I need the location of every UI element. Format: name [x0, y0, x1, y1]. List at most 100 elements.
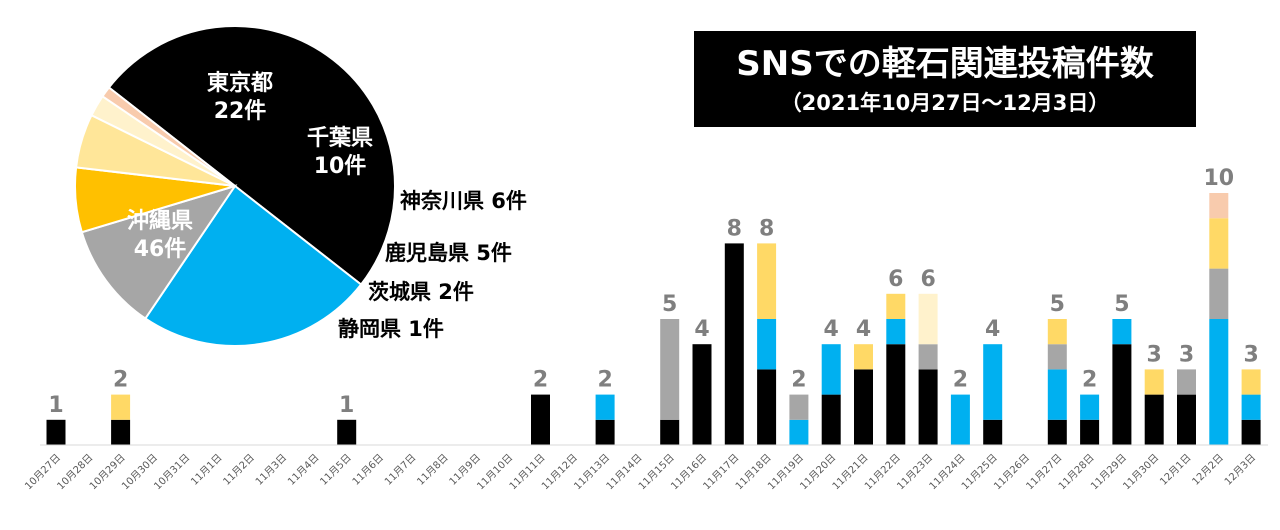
bar-segment	[854, 369, 873, 445]
bar-segment	[692, 344, 712, 445]
bar-segment	[854, 344, 873, 370]
bar-segment	[724, 243, 744, 445]
bar-segment	[1144, 394, 1164, 445]
bar-segment	[1080, 394, 1100, 420]
bar-segment	[886, 319, 906, 345]
pie-label: 鹿児島県 5件	[385, 241, 512, 265]
bar-segment	[886, 293, 906, 319]
stacked-bar-chart	[46, 193, 1261, 445]
bar-total-label: 8	[727, 216, 742, 241]
bar-segment	[1047, 369, 1067, 420]
bar-segment	[821, 394, 841, 445]
bar-segment	[1144, 369, 1164, 395]
bar-segment	[111, 419, 131, 445]
pie-label-name: 東京都	[207, 70, 273, 96]
bar-total-label: 2	[1082, 368, 1097, 393]
bar-segment	[918, 344, 938, 370]
bar-segment	[1209, 319, 1229, 445]
bar-segment	[918, 369, 938, 445]
bar-total-label: 3	[1179, 342, 1194, 367]
pie-slice-7	[101, 86, 236, 187]
chart-subtitle: （2021年10月27日～12月3日）	[781, 91, 1110, 115]
bar-segment	[111, 394, 131, 420]
x-tick-label: 12月2日	[1190, 452, 1226, 488]
bar-segment	[1209, 218, 1229, 269]
bar-segment	[1241, 369, 1261, 395]
bar-total-label: 6	[920, 267, 935, 292]
x-tick-label: 12月1日	[1157, 452, 1193, 488]
x-tick-label: 11月30日	[1121, 452, 1162, 493]
bar-segment	[595, 394, 615, 420]
x-tick-label: 11月2日	[221, 452, 257, 488]
title-background	[694, 31, 1196, 127]
pie-label-value: 22件	[214, 99, 267, 124]
bar-segment	[918, 293, 938, 345]
bar-total-label: 5	[662, 292, 677, 317]
bar-segment	[595, 419, 615, 445]
pie-label-name: 千葉県	[307, 126, 373, 151]
bar-total-label: 2	[953, 368, 968, 393]
chart-title: SNSでの軽石関連投稿件数	[736, 44, 1153, 84]
bar-segment	[983, 419, 1003, 445]
pie-label-value: 46件	[134, 237, 187, 262]
bar-segment	[660, 319, 680, 420]
x-tick-label: 12月3日	[1222, 452, 1258, 488]
bar-total-label: 4	[985, 317, 1000, 342]
x-tick-label: 10月31日	[152, 452, 193, 493]
bar-segment	[337, 419, 357, 445]
bar-segment	[821, 344, 841, 395]
bar-segment	[1241, 419, 1261, 445]
bar-segment	[1047, 344, 1067, 370]
bar-total-label: 4	[824, 317, 839, 342]
bar-segment	[789, 419, 809, 445]
bar-segment	[1112, 344, 1132, 445]
pie-label: 静岡県 1件	[338, 317, 444, 341]
bar-segment	[1112, 319, 1132, 345]
bar-total-label: 2	[597, 368, 612, 393]
x-tick-label: 11月3日	[253, 452, 289, 488]
bar-segment	[531, 394, 550, 445]
bar-segment	[983, 344, 1003, 420]
bar-segment	[1047, 419, 1067, 445]
bar-total-label: 4	[856, 317, 871, 342]
x-tick-label: 11月5日	[318, 452, 354, 488]
bar-total-label: 6	[888, 267, 903, 292]
bar-total-label: 3	[1243, 342, 1258, 367]
x-tick-label: 11月1日	[188, 452, 224, 488]
bar-total-label: 2	[791, 368, 806, 393]
title-box: SNSでの軽石関連投稿件数 （2021年10月27日～12月3日）	[694, 31, 1196, 127]
pie-label: 神奈川県 6件	[400, 189, 527, 213]
bar-segment	[950, 394, 970, 445]
bar-segment	[1209, 193, 1229, 219]
bar-segment	[757, 369, 777, 445]
bar-segment	[1241, 394, 1261, 420]
pie-chart	[73, 25, 396, 347]
bar-total-label: 2	[533, 368, 548, 393]
bar-segment	[757, 319, 777, 370]
bar-segment	[886, 344, 906, 445]
bar-total-label: 10	[1203, 166, 1234, 191]
bar-segment	[46, 419, 66, 445]
pie-label-name: 沖縄県	[127, 209, 193, 234]
bar-segment	[1047, 319, 1067, 345]
x-axis-tick-labels: 10月27日10月28日10月29日10月30日10月31日11月1日11月2日…	[22, 452, 1258, 493]
bar-segment	[660, 419, 680, 445]
pie-slice-2	[143, 184, 363, 347]
x-tick-label: 11月8日	[415, 452, 451, 488]
bar-segment	[1080, 419, 1100, 445]
bar-total-label: 5	[1050, 292, 1065, 317]
bar-segment	[1177, 369, 1196, 395]
x-tick-label: 11月4日	[285, 452, 321, 488]
pie-label-value: 10件	[314, 154, 367, 179]
x-tick-label: 11月7日	[382, 452, 418, 488]
bar-total-label: 1	[48, 393, 63, 418]
bar-total-label: 5	[1114, 292, 1129, 317]
bar-segment	[1177, 394, 1196, 445]
x-tick-label: 11月6日	[350, 452, 386, 488]
bar-segment	[757, 243, 777, 319]
bar-segment	[1209, 268, 1229, 319]
